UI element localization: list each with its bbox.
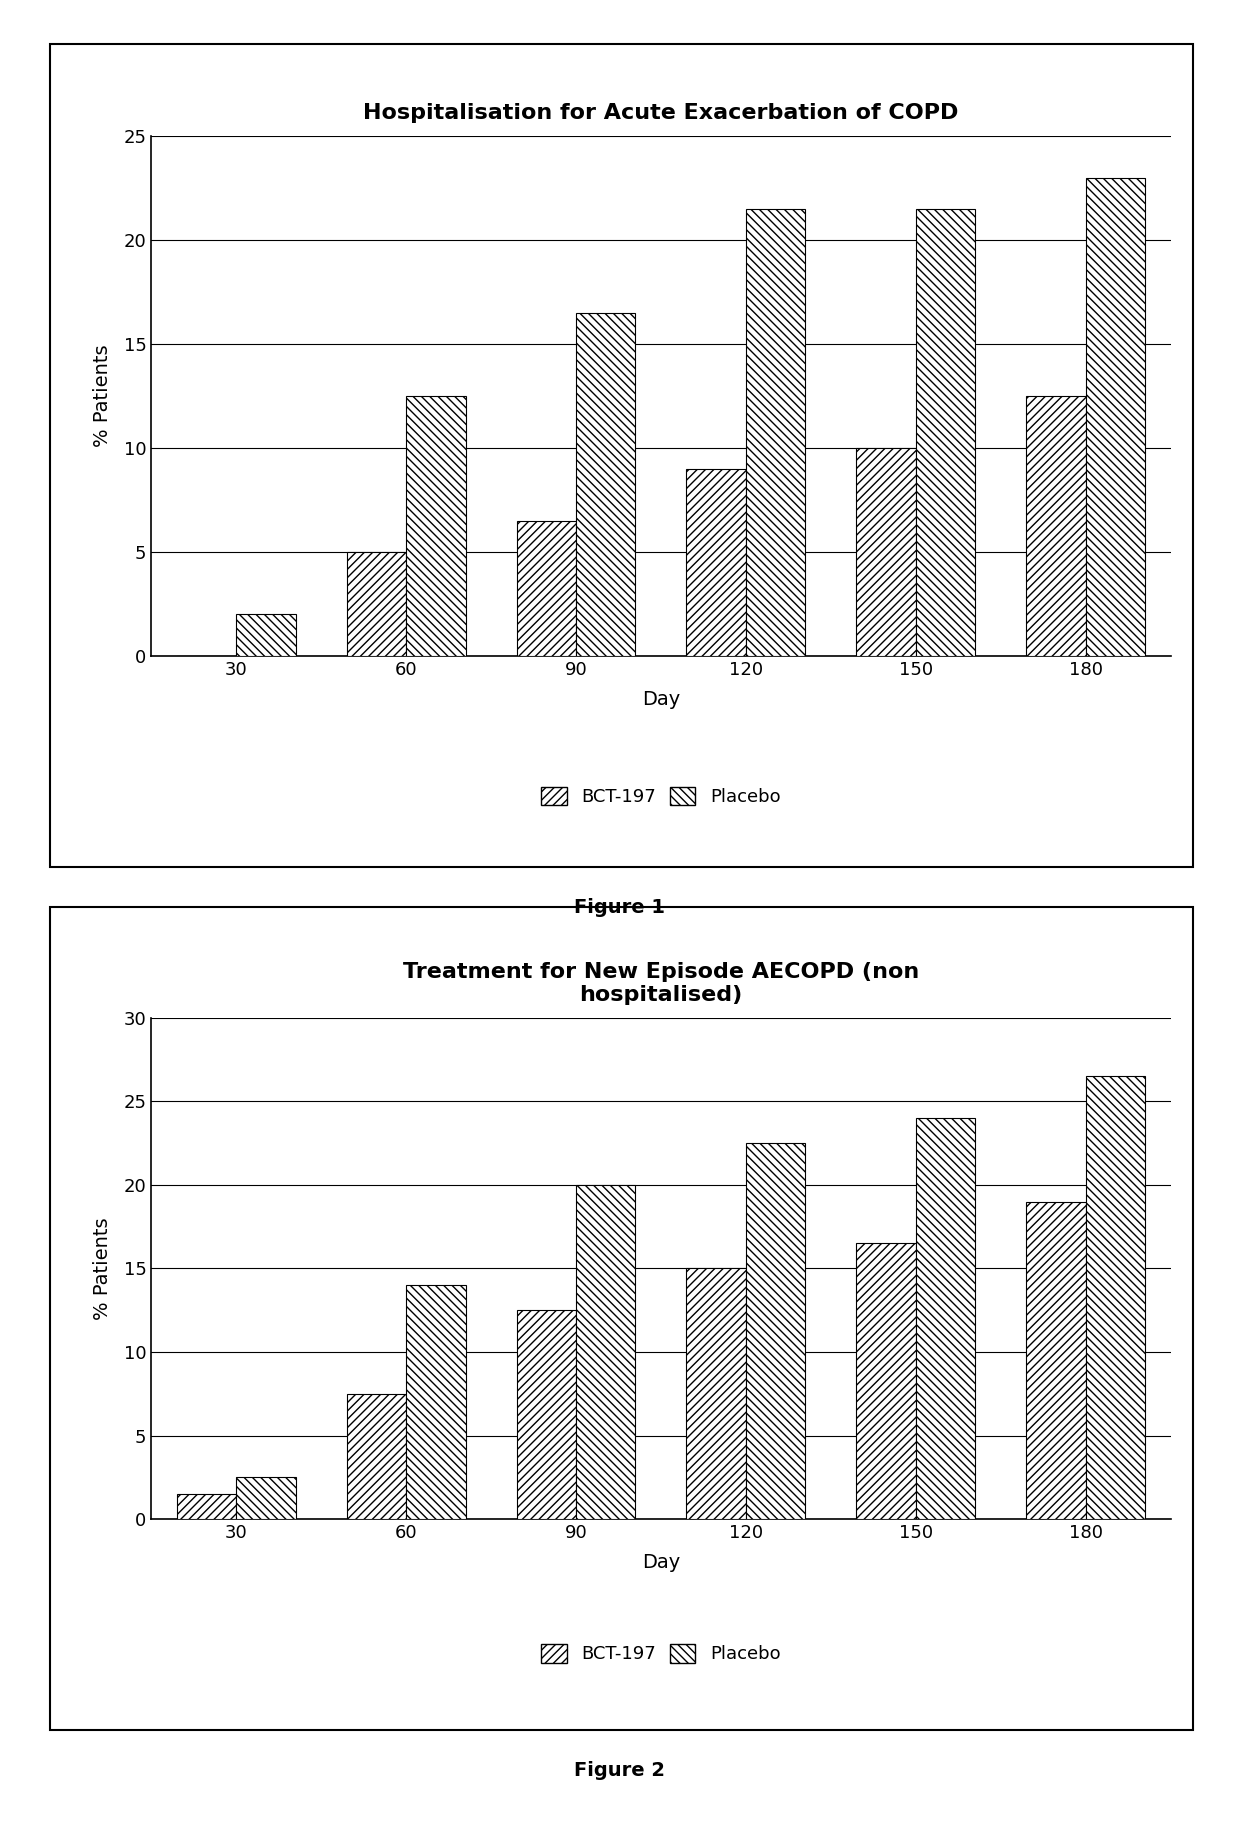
- X-axis label: Day: Day: [642, 1552, 680, 1572]
- Bar: [915, 209, 975, 656]
- Bar: [517, 520, 575, 656]
- Bar: [407, 1286, 465, 1519]
- Bar: [575, 1185, 635, 1519]
- Legend: BCT-197, Placebo: BCT-197, Placebo: [534, 1637, 787, 1670]
- Text: Figure 2: Figure 2: [574, 1762, 666, 1780]
- Bar: [407, 395, 465, 656]
- Bar: [237, 614, 295, 656]
- Bar: [347, 551, 407, 656]
- Bar: [857, 1244, 915, 1519]
- Y-axis label: % Patients: % Patients: [93, 345, 113, 446]
- Y-axis label: % Patients: % Patients: [93, 1218, 113, 1319]
- Bar: [237, 1477, 295, 1519]
- Bar: [746, 1143, 805, 1519]
- Legend: BCT-197, Placebo: BCT-197, Placebo: [534, 779, 787, 814]
- Bar: [517, 1310, 575, 1519]
- Bar: [177, 1493, 237, 1519]
- Bar: [746, 209, 805, 656]
- Bar: [575, 312, 635, 656]
- Bar: [687, 468, 746, 656]
- Title: Hospitalisation for Acute Exacerbation of COPD: Hospitalisation for Acute Exacerbation o…: [363, 103, 959, 123]
- Text: Figure 1: Figure 1: [574, 898, 666, 917]
- Bar: [1027, 395, 1086, 656]
- Bar: [1086, 178, 1145, 656]
- Bar: [1027, 1201, 1086, 1519]
- Bar: [687, 1268, 746, 1519]
- Bar: [915, 1119, 975, 1519]
- Bar: [857, 448, 915, 656]
- Title: Treatment for New Episode AECOPD (non
hospitalised): Treatment for New Episode AECOPD (non ho…: [403, 963, 919, 1005]
- Bar: [1086, 1076, 1145, 1519]
- Bar: [347, 1394, 407, 1519]
- X-axis label: Day: Day: [642, 689, 680, 709]
